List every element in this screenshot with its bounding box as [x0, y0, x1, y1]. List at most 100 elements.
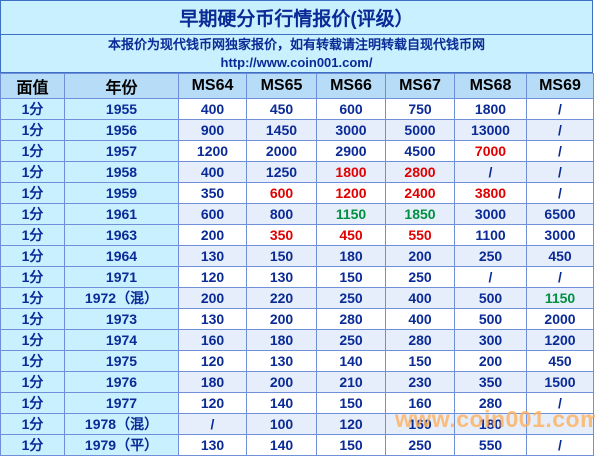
price-cell: 4500 [385, 140, 455, 162]
price-cell: 210 [316, 371, 386, 393]
price-cell: 180 [454, 413, 527, 435]
table-row: 1分 1979（平） 130 140 150 250 550/ [0, 434, 594, 456]
table-header: 面值 年份 MS64 MS65 MS66 MS67 MS68 MS69 [0, 73, 594, 99]
price-cell: 350 [246, 224, 317, 246]
price-cell: 1100 [454, 224, 527, 246]
price-cell: / [526, 119, 594, 141]
price-cell: 350 [454, 371, 527, 393]
price-cell: / [526, 182, 594, 204]
price-cell: / [454, 266, 527, 288]
price-cell: 230 [385, 371, 455, 393]
price-cell: 140 [246, 392, 317, 414]
price-cell: 140 [246, 434, 317, 456]
price-cell: 550 [454, 434, 527, 456]
price-cell: 2900 [316, 140, 386, 162]
price-cell: 180 [246, 329, 317, 351]
table-row: 1分 1976 180 200 210 230 350 1500 [0, 371, 594, 393]
price-cell: 120 [178, 266, 247, 288]
denomination-cell: 1分 [0, 371, 65, 393]
price-cell: 250 [454, 245, 527, 267]
price-cell: 130 [178, 245, 247, 267]
price-cell: 6500 [526, 203, 594, 225]
table-row: 1分 1961 600 800 1150 1850 3000 6500 [0, 203, 594, 225]
price-cell: 2000 [246, 140, 317, 162]
denomination-cell: 1分 [0, 161, 65, 183]
price-cell: 900 [178, 119, 247, 141]
denomination-cell: 1分 [0, 392, 65, 414]
price-cell: 250 [316, 329, 386, 351]
denomination-cell: 1分 [0, 266, 65, 288]
denomination-cell: 1分 [0, 119, 65, 141]
price-cell: / [526, 392, 594, 414]
price-cell: 200 [246, 308, 317, 330]
price-cell [526, 413, 594, 435]
price-cell: 500 [454, 308, 527, 330]
notice-text: 本报价为现代钱币网独家报价，如有转载请注明转载自现代钱币网 [107, 37, 485, 52]
table-row: 1分 1957 1200 2000 2900 4500 7000/ [0, 140, 594, 162]
price-cell: 130 [246, 350, 317, 372]
price-cell: 160 [385, 392, 455, 414]
price-cell: / [526, 434, 594, 456]
price-cell: 220 [246, 287, 317, 309]
table-row: 1分 1972（混） 200 220 250 400 500 1150 [0, 287, 594, 309]
price-cell: 550 [385, 224, 455, 246]
price-cell: 400 [178, 161, 247, 183]
denomination-cell: 1分 [0, 287, 65, 309]
price-cell: / [526, 140, 594, 162]
denomination-cell: 1分 [0, 98, 65, 120]
year-cell: 1964 [64, 245, 179, 267]
price-cell: 280 [385, 329, 455, 351]
price-cell: 7000 [454, 140, 527, 162]
price-cell: 400 [385, 308, 455, 330]
denomination-cell: 1分 [0, 224, 65, 246]
price-cell: 300 [454, 329, 527, 351]
price-cell: 5000 [385, 119, 455, 141]
year-cell: 1972（混） [64, 287, 179, 309]
price-cell: / [178, 413, 247, 435]
header-ms66: MS66 [316, 73, 386, 99]
price-cell: 120 [316, 413, 386, 435]
price-cell: 1200 [316, 182, 386, 204]
price-cell: 3000 [526, 224, 594, 246]
price-cell: 1250 [246, 161, 317, 183]
price-cell: 160 [385, 413, 455, 435]
price-cell: 400 [178, 98, 247, 120]
price-cell: 180 [316, 245, 386, 267]
price-cell: 600 [246, 182, 317, 204]
source-url: http://www.coin001.com/ [220, 55, 373, 70]
year-cell: 1974 [64, 329, 179, 351]
price-cell: 1800 [454, 98, 527, 120]
price-cell: 250 [385, 266, 455, 288]
price-cell: 450 [526, 245, 594, 267]
table-row: 1分 1956 900 1450 3000 5000 13000/ [0, 119, 594, 141]
price-cell: 350 [178, 182, 247, 204]
table-row: 1分 1975 120 130 140 150 200 450 [0, 350, 594, 372]
year-cell: 1978（混） [64, 413, 179, 435]
price-cell: / [526, 98, 594, 120]
year-cell: 1977 [64, 392, 179, 414]
price-cell: 120 [178, 392, 247, 414]
table-row: 1分 1971 120 130 150 250// [0, 266, 594, 288]
price-cell: 450 [316, 224, 386, 246]
denomination-cell: 1分 [0, 434, 65, 456]
denomination-cell: 1分 [0, 413, 65, 435]
table-row: 1分 1973 130 200 280 400 500 2000 [0, 308, 594, 330]
price-cell: 3000 [454, 203, 527, 225]
header-ms67: MS67 [385, 73, 455, 99]
header-year: 年份 [64, 73, 179, 99]
price-cell: 140 [316, 350, 386, 372]
price-cell: 200 [454, 350, 527, 372]
year-cell: 1975 [64, 350, 179, 372]
year-cell: 1959 [64, 182, 179, 204]
table-row: 1分 1974 160 180 250 280 300 1200 [0, 329, 594, 351]
price-table: 面值 年份 MS64 MS65 MS66 MS67 MS68 MS69 1分 19… [0, 73, 594, 456]
price-cell: 200 [246, 371, 317, 393]
price-cell: 200 [385, 245, 455, 267]
year-cell: 1976 [64, 371, 179, 393]
price-cell: 800 [246, 203, 317, 225]
year-cell: 1961 [64, 203, 179, 225]
price-cell: 160 [178, 329, 247, 351]
year-cell: 1956 [64, 119, 179, 141]
table-row: 1分 1958 400 1250 1800 2800// [0, 161, 594, 183]
denomination-cell: 1分 [0, 140, 65, 162]
